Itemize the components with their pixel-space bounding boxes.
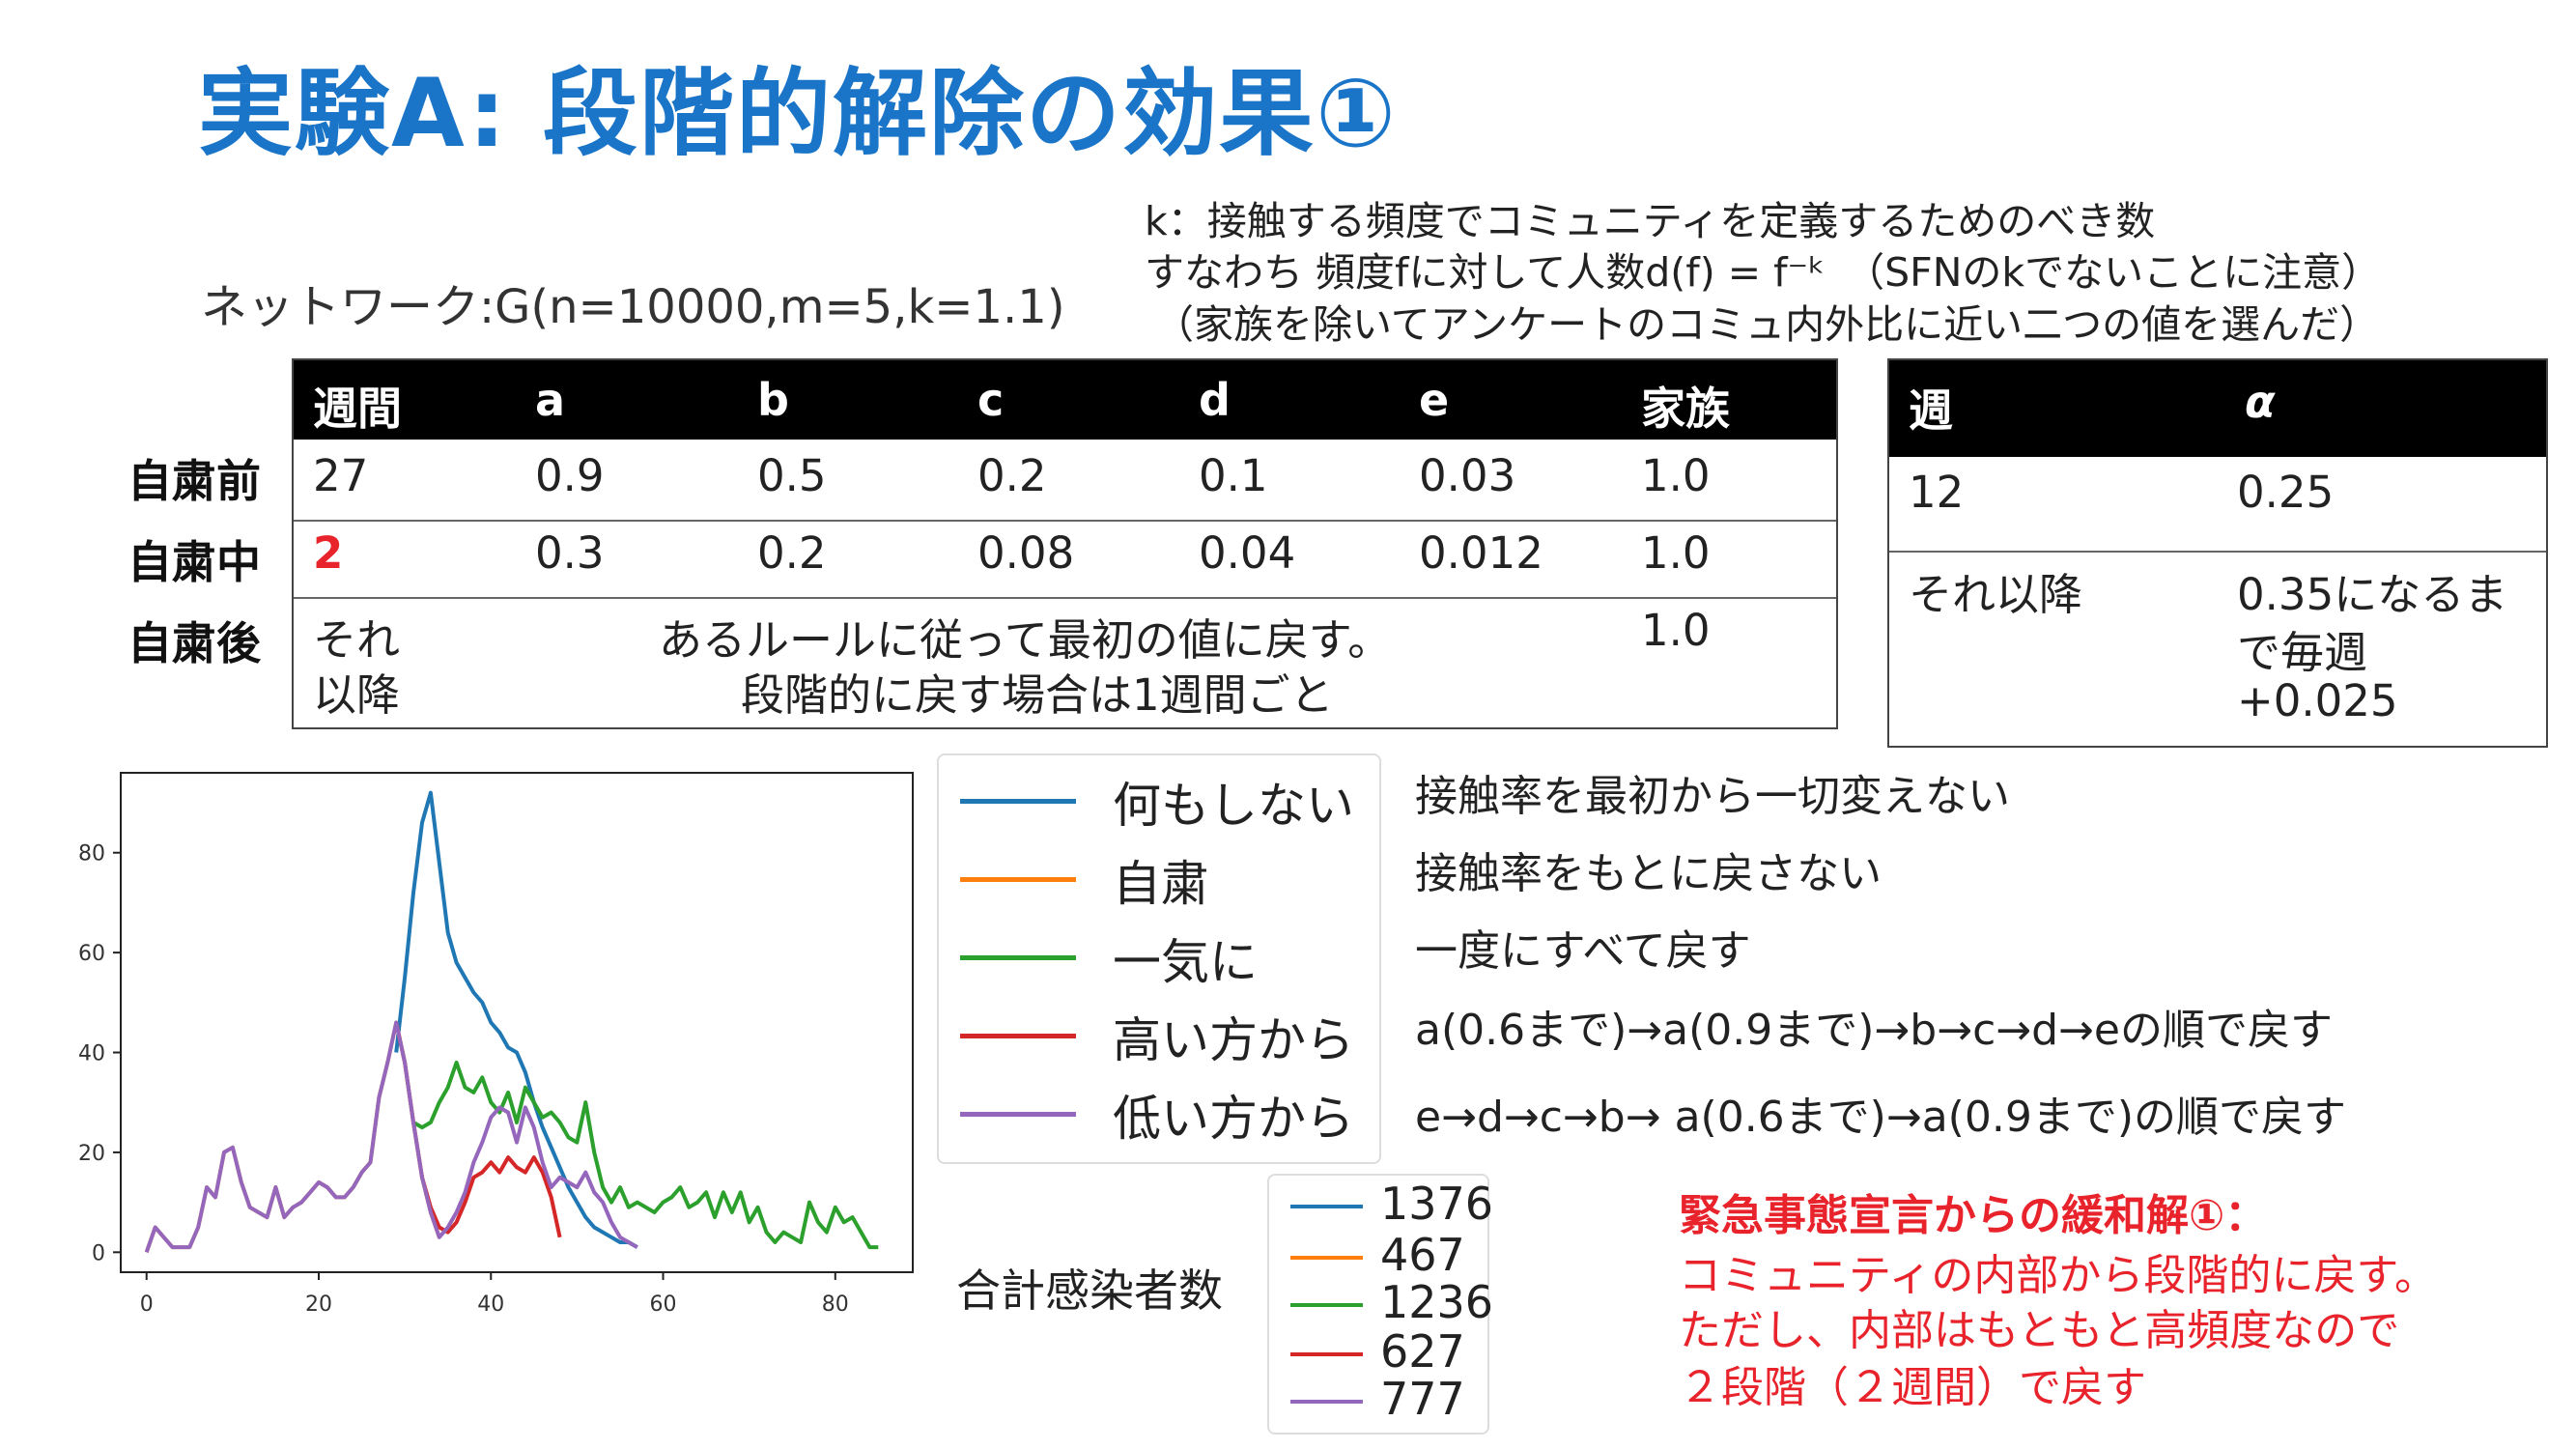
series-line-2	[411, 1060, 879, 1250]
legend-line-nothing	[960, 799, 1076, 804]
legend-label-restraint: 自粛	[1113, 856, 1209, 912]
cell-during-weeks: 2	[313, 527, 344, 579]
legend-desc-nothing: 接触率を最初から一切変えない	[1415, 772, 2010, 821]
row-divider	[294, 597, 1836, 599]
parameter-table: 週間 a b c d e 家族 27 0.9 0.5 0.2 0.1 0.03 …	[292, 358, 1838, 729]
legend-line-restraint	[960, 877, 1076, 882]
row-divider	[294, 520, 1836, 522]
x-tick-label-1: 20	[305, 1293, 332, 1317]
legend-line-low-first	[960, 1112, 1076, 1117]
parameter-table-header: 週間 a b c d e 家族	[294, 360, 1836, 440]
y-tick-label-3: 60	[78, 942, 105, 966]
total-value-all-at-once: 1236	[1380, 1276, 1494, 1328]
header-family: 家族	[1641, 383, 1730, 435]
total-value-high-first: 627	[1380, 1325, 1465, 1378]
legend-line-high-first	[960, 1034, 1076, 1038]
cell-during-d: 0.04	[1199, 527, 1296, 579]
y-tick-label-1: 20	[78, 1142, 105, 1166]
x-tick-label-0: 0	[140, 1293, 154, 1317]
legend-desc-restraint: 接触率をもとに戻さない	[1415, 849, 1882, 898]
axis-ticks: 0 20 40 60 80 0 20 40 60 80	[78, 842, 849, 1317]
cell-before-family: 1.0	[1641, 450, 1711, 501]
row-divider	[1889, 551, 2546, 553]
header-c: c	[977, 374, 1005, 426]
legend-label-high-first: 高い方から	[1113, 1012, 1354, 1068]
header-e: e	[1419, 374, 1450, 426]
cell-before-c: 0.2	[977, 450, 1047, 501]
red-note-line-3: ２段階（２週間）で戻す	[1679, 1363, 2146, 1412]
cell-after-family: 1.0	[1641, 605, 1711, 656]
total-infections-label: 合計感染者数	[956, 1264, 1223, 1317]
cell-after-first-1: それ	[313, 614, 401, 666]
alpha-table-header: 週 α	[1889, 360, 2546, 457]
cell-during-b: 0.2	[757, 527, 827, 579]
note-line-1: k：接触する頻度でコミュニティを定義するためのべき数	[1145, 198, 2156, 244]
red-note-line-1: コミュニティの内部から段階的に戻す。	[1679, 1251, 2437, 1300]
series-line-0	[394, 790, 638, 1249]
cell-before-a: 0.9	[535, 450, 605, 501]
totals-legend: 1376 467 1236 627 777	[1267, 1174, 1493, 1435]
chart-legend: 何もしない 自粛 一気に 高い方から 低い方から	[937, 753, 1381, 1164]
note-line-2: すなわち 頻度fに対して人数d(f) = f⁻ᵏ （SFNのkでないことに注意）	[1145, 249, 2382, 296]
header-d: d	[1199, 374, 1231, 426]
cell-during-c: 0.08	[977, 527, 1075, 579]
total-line-all-at-once	[1290, 1303, 1363, 1307]
legend-line-all-at-once	[960, 955, 1076, 960]
x-tick-label-4: 80	[822, 1293, 849, 1317]
alpha-row2-week: それ以降	[1909, 569, 2083, 620]
header-b: b	[757, 374, 789, 426]
alpha-row1-week: 12	[1909, 467, 1965, 518]
total-value-restraint: 467	[1380, 1229, 1465, 1281]
total-line-low-first	[1290, 1400, 1363, 1404]
total-value-nothing: 1376	[1380, 1178, 1494, 1230]
legend-desc-high-first: a(0.6まで)→a(0.9まで)→b→c→d→eの順で戻す	[1415, 1006, 2333, 1055]
legend-label-all-at-once: 一気に	[1113, 934, 1258, 990]
cell-after-rule-2: 段階的に戻す場合は1週間ごと	[741, 669, 1334, 721]
header-weeks: 週間	[313, 383, 402, 435]
legend-label-low-first: 低い方から	[1113, 1091, 1354, 1147]
header-alpha: α	[2245, 376, 2276, 428]
series-lines	[144, 790, 879, 1253]
cell-after-first-2: 以降	[313, 669, 401, 721]
row-label-after: 自粛後	[127, 617, 261, 669]
y-tick-label-0: 0	[92, 1241, 105, 1265]
total-line-high-first	[1290, 1352, 1363, 1356]
cell-after-rule-1: あるルールに従って最初の値に戻す。	[659, 614, 1392, 666]
series-line-1	[144, 1020, 441, 1253]
series-line-4	[144, 1020, 638, 1253]
plot-frame	[120, 772, 914, 1273]
y-tick-label-2: 40	[78, 1042, 105, 1066]
alpha-row2-value-1: 0.35になるま	[2237, 569, 2508, 620]
cell-before-d: 0.1	[1199, 450, 1268, 501]
total-line-nothing	[1290, 1205, 1363, 1208]
infection-line-chart: 0 20 40 60 80 0 20 40 60 80	[78, 772, 914, 1317]
row-label-during: 自粛中	[127, 536, 261, 588]
row-label-before: 自粛前	[127, 455, 261, 507]
cell-before-e: 0.03	[1419, 450, 1516, 501]
red-note-line-2: ただし、内部はもともと高頻度なので	[1679, 1306, 2400, 1355]
note-line-3: （家族を除いてアンケートのコミュ内外比に近い二つの値を選んだ）	[1154, 301, 2380, 348]
x-tick-label-2: 40	[477, 1293, 504, 1317]
cell-before-weeks: 27	[313, 450, 369, 501]
alpha-row1-value: 0.25	[2237, 467, 2335, 518]
alpha-row2-value-3: +0.025	[2237, 675, 2398, 726]
total-value-low-first: 777	[1380, 1373, 1465, 1425]
cell-before-b: 0.5	[757, 450, 827, 501]
legend-desc-all-at-once: 一度にすべて戻す	[1415, 926, 1751, 976]
legend-desc-low-first: e→d→c→b→ a(0.6まで)→a(0.9まで)の順で戻す	[1415, 1093, 2346, 1142]
cell-during-family: 1.0	[1641, 527, 1711, 579]
header-a: a	[535, 374, 566, 426]
cell-during-e: 0.012	[1419, 527, 1543, 579]
alpha-row2-value-2: で毎週	[2237, 627, 2368, 678]
x-tick-label-3: 60	[650, 1293, 677, 1317]
header-week: 週	[1909, 384, 1953, 437]
cell-during-a: 0.3	[535, 527, 605, 579]
network-label: ネットワーク:G(n=10000,m=5,k=1.1)	[201, 280, 1065, 334]
red-note-heading: 緊急事態宣言からの緩和解①：	[1679, 1191, 2268, 1240]
legend-label-nothing: 何もしない	[1113, 778, 1354, 834]
page-title: 実験A: 段階的解除の効果①	[198, 59, 1398, 169]
y-tick-label-4: 80	[78, 842, 105, 867]
total-line-restraint	[1290, 1256, 1363, 1260]
alpha-table: 週 α 12 0.25 それ以降 0.35になるま で毎週 +0.025	[1887, 358, 2548, 748]
